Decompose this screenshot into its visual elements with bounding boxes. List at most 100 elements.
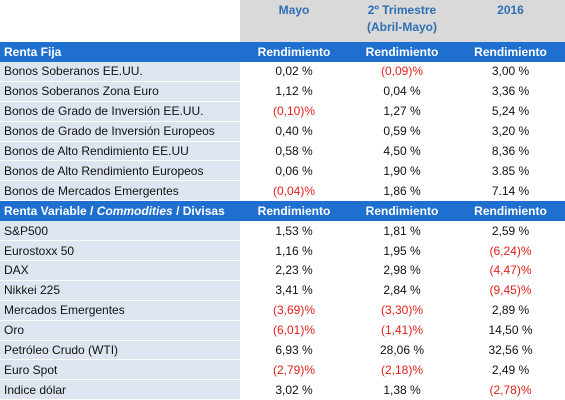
value-cell: 1,95 % — [383, 243, 421, 258]
value-cell: 1,90 % — [383, 163, 421, 178]
value-cell: 2,84 % — [383, 283, 421, 298]
header-year: 2016 — [456, 0, 565, 42]
value-cell: 1,53 % — [275, 223, 313, 238]
value-cell: 2,49 % — [491, 362, 530, 377]
value-cell: 3,36 % — [491, 84, 530, 99]
value-cell: 1,86 % — [383, 183, 421, 198]
table-row: Eurostoxx 50 1,16 % 1,95 % (6,24)% — [0, 241, 565, 262]
value-cell: 2,23 % — [275, 263, 313, 278]
value-cell: (2,79)% — [272, 362, 316, 377]
row-label: Bonos de Grado de Inversión Europeos — [0, 121, 240, 141]
value-cell: (4,47)% — [489, 263, 532, 278]
value-cell: 3,02 % — [275, 382, 313, 397]
column-label: Rendimiento — [257, 204, 331, 219]
column-label: Rendimiento — [474, 204, 547, 219]
period-header-row: Mayo 2º Trimestre (Abril-Mayo) 2016 — [0, 0, 565, 42]
value-cell: 7.14 % — [491, 183, 530, 198]
table-row: Bonos de Grado de Inversión EE.UU. (0,10)… — [0, 101, 565, 122]
table-row: Indice dólar 3,02 % 1,38 % (2,78)% — [0, 380, 565, 400]
value-cell: (9,45)% — [489, 283, 532, 298]
row-label: Indice dólar — [0, 380, 240, 400]
table-row: S&P500 1,53 % 1,81 % 2,59 % — [0, 221, 565, 242]
section-equity-header: Renta Variable / Commodities / Divisas R… — [0, 201, 565, 222]
section-fixed-income-rows: Bonos Soberanos EE.UU. 0,02 % (0,09)% 3,00 … — [0, 62, 565, 202]
row-label: Bonos de Grado de Inversión EE.UU. — [0, 101, 240, 121]
section-title-part3: / Divisas — [172, 204, 225, 219]
value-cell: 1,81 % — [383, 223, 421, 238]
table-row: Bonos Soberanos Zona Euro 1,12 % 0,04 % 3,3… — [0, 81, 565, 102]
table-row: Nikkei 225 3,41 % 2,84 % (9,45)% — [0, 280, 565, 301]
header-quarter: 2º Trimestre (Abril-Mayo) — [348, 0, 456, 42]
column-label: Rendimiento — [474, 45, 547, 59]
value-cell: 0,06 % — [275, 163, 313, 178]
value-cell: 0,59 % — [383, 124, 421, 139]
value-cell: (3,69)% — [272, 303, 316, 318]
row-label: Bonos Soberanos Zona Euro — [0, 81, 240, 101]
value-cell: (6,01)% — [272, 323, 316, 338]
row-label: Bonos de Mercados Emergentes — [0, 181, 240, 201]
header-quarter-line1: 2º Trimestre — [367, 3, 437, 17]
row-label: Bonos Soberanos EE.UU. — [0, 62, 240, 81]
row-label: Bonos de Alto Rendimiento Europeos — [0, 161, 240, 181]
value-cell: 3.85 % — [491, 163, 530, 178]
value-cell: (0,09)% — [380, 64, 424, 79]
value-cell: 1,12 % — [275, 84, 313, 99]
header-may: Mayo — [240, 0, 348, 42]
column-label: Rendimiento — [365, 45, 439, 59]
value-cell: 3,41 % — [275, 283, 313, 298]
header-blank-cell — [0, 0, 240, 42]
value-cell: 1,27 % — [383, 104, 421, 119]
column-label: Rendimiento — [257, 45, 331, 59]
row-label: Petróleo Crudo (WTI) — [0, 340, 240, 360]
table-row: Oro (6,01)% (1,41)% 14,50 % — [0, 320, 565, 341]
section-title: Renta Variable / Commodities / Divisas — [0, 204, 240, 218]
header-quarter-line2: (Abril-Mayo) — [367, 20, 437, 34]
row-label: Bonos de Alto Rendimiento EE.UU — [0, 141, 240, 161]
value-cell: (6,24)% — [489, 243, 532, 258]
value-cell: 28,06 % — [379, 343, 425, 358]
table-row: Bonos de Mercados Emergentes (0,04)% 1,86 … — [0, 181, 565, 202]
header-year-label: 2016 — [497, 3, 524, 17]
table-row: Mercados Emergentes (3,69)% (3,30)% 2,89 % — [0, 300, 565, 321]
value-cell: 0,02 % — [275, 64, 313, 79]
section-title-part1: Renta Variable / — [4, 204, 97, 219]
value-cell: 8,36 % — [491, 144, 530, 158]
section-equity-rows: S&P500 1,53 % 1,81 % 2,59 % Eurostoxx 50 1,16… — [0, 221, 565, 400]
table-row: Bonos de Alto Rendimiento Europeos 0,06 %… — [0, 161, 565, 182]
value-cell: (3,30)% — [380, 303, 424, 318]
value-cell: 3,20 % — [491, 124, 530, 139]
row-label: Nikkei 225 — [0, 280, 240, 300]
value-cell: 0,58 % — [275, 144, 313, 158]
table-row: Bonos Soberanos EE.UU. 0,02 % (0,09)% 3,00 … — [0, 62, 565, 82]
value-cell: 32,56 % — [488, 343, 533, 358]
value-cell: (1,41)% — [380, 323, 424, 338]
value-cell: (0,04)% — [272, 183, 316, 198]
table-row: Bonos de Grado de Inversión Europeos 0,40… — [0, 121, 565, 142]
value-cell: 5,24 % — [491, 104, 530, 119]
value-cell: 1,16 % — [275, 243, 313, 258]
value-cell: 6,93 % — [275, 343, 313, 358]
value-cell: (0,10)% — [272, 104, 316, 119]
value-cell: 4,50 % — [383, 144, 421, 158]
value-cell: 14,50 % — [488, 323, 533, 338]
table-row: Petróleo Crudo (WTI) 6,93 % 28,06 % 32,56 % — [0, 340, 565, 361]
header-may-label: Mayo — [278, 3, 310, 17]
row-label: Eurostoxx 50 — [0, 241, 240, 261]
row-label: Euro Spot — [0, 360, 240, 380]
value-cell: (2,18)% — [380, 362, 424, 377]
table-row: Bonos de Alto Rendimiento EE.UU 0,58 % 4,5… — [0, 141, 565, 162]
value-cell: 2,89 % — [491, 303, 530, 318]
value-cell: 0,04 % — [383, 84, 421, 99]
value-cell: 3,00 % — [491, 64, 530, 79]
row-label: Mercados Emergentes — [0, 300, 240, 320]
value-cell: 0,40 % — [275, 124, 313, 139]
value-cell: 2,59 % — [491, 223, 530, 238]
value-cell: (2,78)% — [489, 382, 532, 397]
section-fixed-income-header: Renta Fija Rendimiento Rendimiento Rendi… — [0, 42, 565, 62]
table-row: Euro Spot (2,79)% (2,18)% 2,49 % — [0, 360, 565, 381]
column-label: Rendimiento — [365, 204, 439, 219]
value-cell: 1,38 % — [383, 382, 421, 397]
section-title: Renta Fija — [4, 45, 62, 59]
row-label: DAX — [0, 261, 240, 280]
